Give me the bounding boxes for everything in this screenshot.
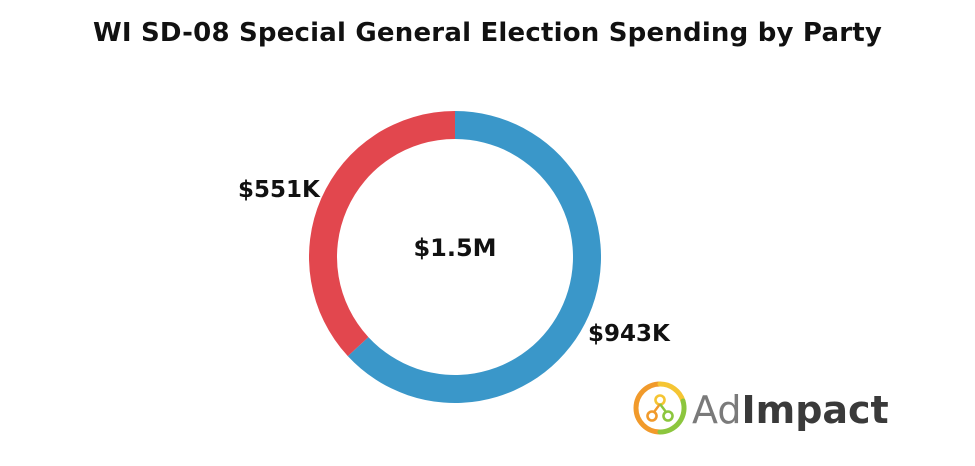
donut-slice: [309, 110, 455, 357]
chart-title: WI SD-08 Special General Election Spendi…: [92, 18, 883, 48]
donut-slices: [309, 110, 601, 403]
adimpact-logo-icon: [633, 381, 687, 435]
center-total-label: $1.5M: [413, 234, 496, 262]
adimpact-wordmark: AdImpact: [692, 388, 889, 432]
logo-text-impact: Impact: [741, 388, 888, 432]
donut-slice: [347, 111, 601, 403]
logo-link: [659, 403, 667, 413]
logo-node-top: [654, 394, 666, 406]
logo-ring-yellow-arc: [657, 381, 686, 404]
adimpact-logo: AdImpact: [633, 381, 889, 435]
slice-label-republican: $551K: [238, 177, 321, 203]
logo-node-right: [662, 410, 674, 422]
logo-ring-orange-arc: [633, 381, 663, 435]
logo-link: [653, 403, 661, 413]
logo-text-ad: Ad: [692, 388, 741, 432]
slice-label-democrat: $943K: [588, 321, 671, 347]
logo-ring-green-arc: [657, 398, 687, 435]
logo-node-left: [646, 410, 658, 422]
